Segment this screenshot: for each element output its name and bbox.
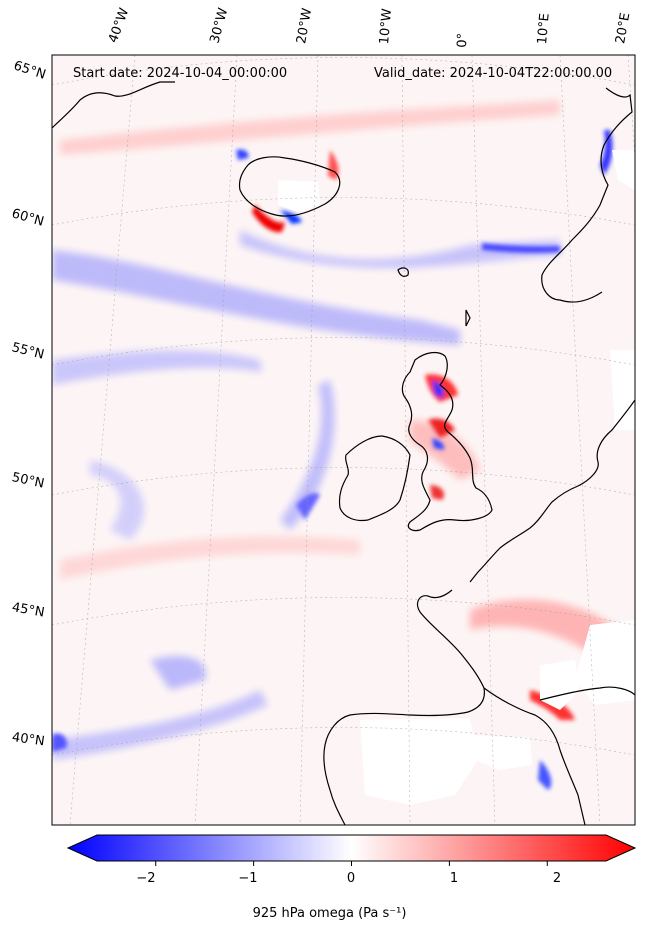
colorbar-tick-label: −2: [136, 871, 156, 886]
start-date-label: Start date: 2024-10-04_00:00:00: [73, 66, 288, 81]
colorbar-label: 925 hPa omega (Pa s⁻¹): [252, 906, 407, 921]
omega-field: [52, 55, 635, 825]
colorbar-tick-label: 0: [346, 871, 356, 886]
missing-data-patches: [278, 150, 635, 805]
lon-label-10w: 10°W: [377, 7, 396, 45]
colorbar-tick-label: 1: [449, 871, 459, 886]
lon-label-0: 0°: [455, 32, 471, 48]
coastlines: [52, 81, 635, 825]
colorbar-ticks: [155, 861, 548, 866]
colorbar-tick-label: 2: [552, 871, 562, 886]
colorbar-tick-label: −1: [238, 871, 258, 886]
lon-label-10e: 10°E: [535, 12, 553, 46]
graticule: [52, 55, 635, 825]
map-frame: [51, 54, 636, 826]
valid-date-label: Valid_date: 2024-10-04T22:00:00.00: [374, 66, 613, 81]
colorbar-bar: [66, 834, 637, 862]
colorbar: [66, 834, 637, 866]
